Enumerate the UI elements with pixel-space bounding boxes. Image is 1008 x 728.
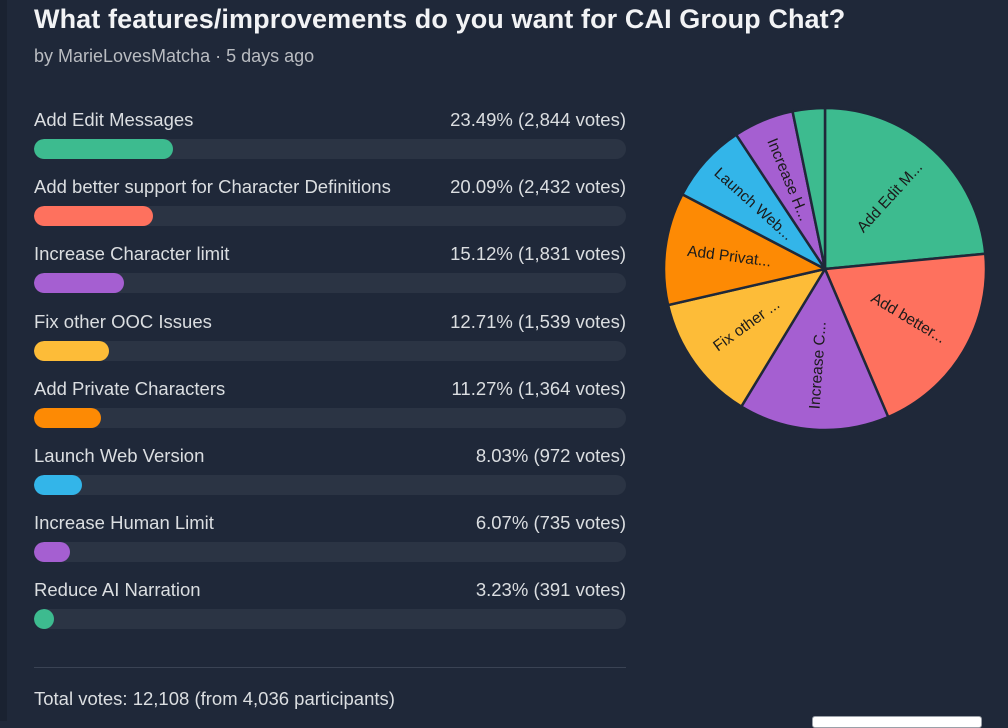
option-bar-track [34, 340, 626, 361]
option-bar-track [34, 139, 626, 159]
option-bar-fill [34, 474, 82, 495]
option-bar-fill [34, 139, 174, 159]
option-bar-track [34, 273, 626, 294]
option-bar-track [34, 206, 626, 227]
option-bar-fill [34, 609, 54, 630]
pie-slice [823, 106, 987, 271]
poll-title: What features/improvements do you want f… [34, 4, 846, 34]
poll-option[interactable]: Reduce AI Narration 3.23% (391 votes) [34, 577, 626, 644]
option-bar-fill [34, 340, 110, 361]
pie-slice-label: Increase C... [807, 321, 830, 410]
option-bar-fill [34, 542, 70, 563]
poll-option[interactable]: Launch Web Version 8.03% (972 votes) [34, 443, 626, 510]
poll-option[interactable]: Add Private Characters 11.27% (1,364 vote… [34, 376, 626, 443]
option-stat: 23.49% (2,844 votes) [450, 109, 626, 130]
pie-slice [823, 252, 988, 419]
option-bar-track [34, 407, 626, 428]
option-stat: 3.23% (391 votes) [475, 579, 626, 601]
window-edge [0, 0, 7, 721]
poll-byline: by MarieLovesMatcha · 5 days ago [34, 46, 315, 66]
poll-options: Add Edit Messages 23.49% (2,844 votes) Add… [34, 107, 626, 645]
pie-slice [791, 106, 827, 270]
option-label: Increase Human Limit [34, 512, 214, 534]
option-label: Add better support for Character Definit… [34, 176, 391, 198]
option-stat: 20.09% (2,432 votes) [450, 176, 626, 198]
option-stat: 12.71% (1,539 votes) [450, 310, 626, 332]
divider [34, 667, 626, 668]
option-label: Add Edit Messages [34, 109, 194, 130]
poll-option[interactable]: Add better support for Character Definit… [34, 174, 626, 241]
pie-slice [739, 266, 890, 432]
option-bar-track [34, 609, 626, 630]
option-bar-fill [34, 407, 101, 428]
pie-chart: Add Edit M...Add better...Increase C...F… [662, 106, 988, 432]
pie-slice [662, 192, 829, 307]
total-votes: Total votes: 12,108 (from 4,036 particip… [34, 688, 395, 709]
pie-slice [666, 267, 828, 409]
poll-option[interactable]: Increase Human Limit 6.07% (735 votes) [34, 510, 626, 577]
option-stat: 15.12% (1,831 votes) [450, 243, 626, 265]
poll-option[interactable]: Increase Character limit 15.12% (1,831 vo… [34, 241, 626, 308]
option-stat: 11.27% (1,364 votes) [451, 377, 627, 399]
partial-button[interactable] [812, 716, 982, 728]
option-bar-fill [34, 273, 124, 294]
option-stat: 6.07% (735 votes) [475, 512, 626, 534]
option-stat: 8.03% (972 votes) [475, 444, 626, 466]
option-label: Increase Character limit [34, 243, 230, 265]
poll-option[interactable]: Fix other OOC Issues 12.71% (1,539 votes) [34, 309, 626, 376]
option-label: Reduce AI Narration [34, 579, 201, 601]
option-label: Add Private Characters [34, 377, 226, 399]
option-bar-track [34, 474, 626, 495]
option-bar-fill [34, 206, 153, 227]
option-bar-track [34, 542, 626, 563]
poll-option[interactable]: Add Edit Messages 23.49% (2,844 votes) [34, 107, 626, 174]
option-label: Fix other OOC Issues [34, 310, 212, 332]
option-label: Launch Web Version [34, 444, 205, 466]
